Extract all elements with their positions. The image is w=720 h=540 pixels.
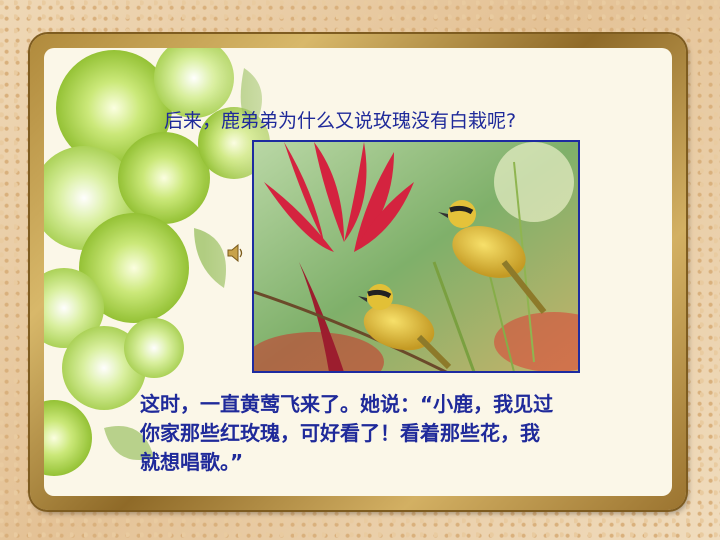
speaker-icon[interactable] bbox=[224, 242, 246, 264]
birds-on-red-flower-photo bbox=[252, 140, 580, 373]
slide-panel: 后来，鹿弟弟为什么又说玫瑰没有白栽呢? bbox=[44, 48, 672, 496]
paragraph-line: 就想唱歌。” bbox=[140, 450, 244, 474]
question-heading: 后来，鹿弟弟为什么又说玫瑰没有白栽呢? bbox=[164, 110, 517, 132]
story-paragraph: 这时，一直黄莺飞来了。她说：“小鹿，我见过 你家那些红玫瑰，可好看了！看着那些花… bbox=[140, 390, 640, 477]
paragraph-line: 你家那些红玫瑰，可好看了！看着那些花，我 bbox=[140, 421, 540, 445]
paragraph-line: 这时，一直黄莺飞来了。她说：“小鹿，我见过 bbox=[140, 392, 554, 416]
